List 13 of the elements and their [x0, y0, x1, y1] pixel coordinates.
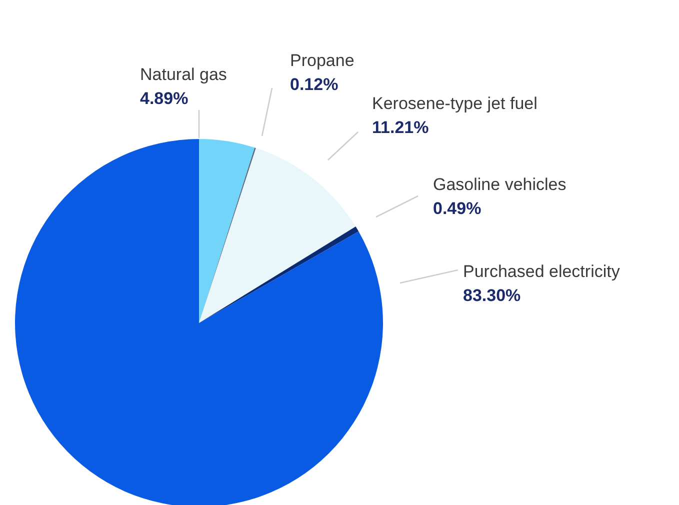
slice-label: Natural gas: [140, 65, 227, 84]
pie-slice: [199, 148, 356, 323]
pie-slice: [199, 226, 359, 323]
data-label: 83.30%: [463, 286, 521, 305]
data-label: 4.89%: [140, 89, 188, 108]
slice-label: Kerosene-type jet fuel: [372, 94, 538, 113]
data-label: 0.12%: [290, 75, 338, 94]
slice-label: Gasoline vehicles: [433, 175, 566, 194]
data-label: 0.49%: [433, 199, 482, 218]
slice-label: Propane: [290, 51, 354, 70]
data-label: 11.21%: [372, 118, 429, 137]
pie-slice: [15, 139, 383, 505]
slice-label: Purchased electricity: [463, 262, 620, 281]
